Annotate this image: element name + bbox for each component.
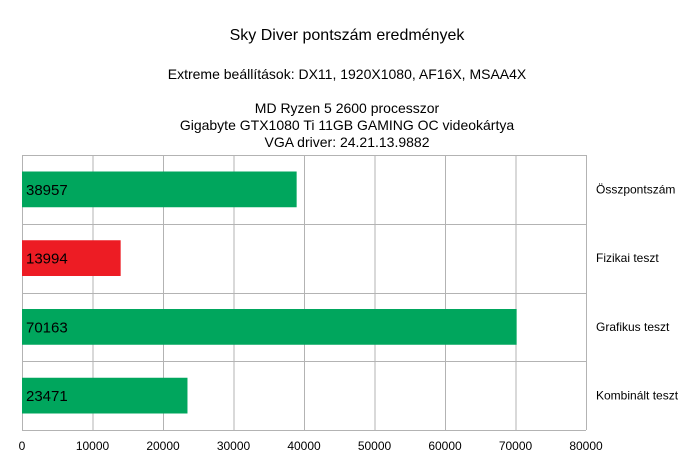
bar-1	[22, 240, 121, 276]
chart-subtitle-settings: Extreme beállítások: DX11, 1920X1080, AF…	[167, 66, 527, 82]
bar-3	[22, 377, 188, 414]
x-tick-label-1: 10000	[76, 439, 110, 453]
x-tick-label-3: 30000	[217, 439, 251, 453]
bar-value-label-3: 23471	[26, 388, 68, 405]
x-tick-label-2: 20000	[146, 439, 180, 453]
bar-value-label-0: 38957	[26, 182, 68, 199]
x-tick-label-4: 40000	[287, 439, 321, 453]
bar-value-label-2: 70163	[26, 319, 68, 336]
chart-subtitle-gpu: Gigabyte GTX1080 Ti 11GB GAMING OC video…	[179, 117, 515, 133]
x-tick-label-0: 0	[19, 439, 26, 453]
bar-2	[22, 309, 517, 345]
bar-0	[22, 171, 297, 208]
chart-subtitle-driver: VGA driver: 24.21.13.9882	[264, 134, 430, 150]
chart-subtitle-cpu: MD Ryzen 5 2600 processzor	[254, 100, 440, 116]
category-label-0: Összpontszám	[596, 182, 675, 196]
category-label-1: Fizikai teszt	[596, 251, 659, 265]
category-label-2: Grafikus teszt	[596, 320, 670, 334]
chart-title: Sky Diver pontszám eredmények	[229, 27, 465, 44]
chart-subtitle-hardware: MD Ryzen 5 2600 processzor Gigabyte GTX1…	[0, 100, 694, 151]
x-tick-label-8: 80000	[569, 439, 603, 453]
bar-value-label-1: 13994	[26, 251, 68, 268]
x-tick-label-7: 70000	[499, 439, 533, 453]
x-tick-label-6: 60000	[428, 439, 462, 453]
x-tick-label-5: 50000	[358, 439, 392, 453]
category-label-3: Kombinált teszt	[596, 389, 679, 403]
